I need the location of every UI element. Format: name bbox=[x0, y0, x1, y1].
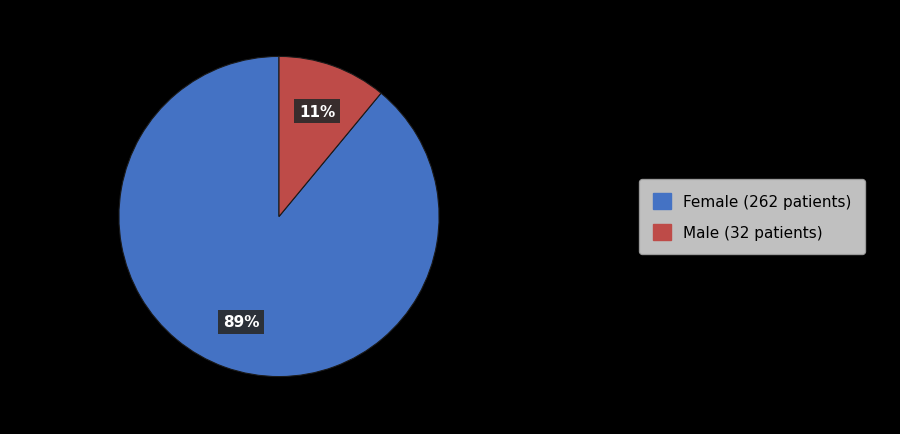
Wedge shape bbox=[279, 57, 381, 217]
Text: 11%: 11% bbox=[299, 104, 335, 119]
Wedge shape bbox=[119, 57, 439, 377]
Text: 89%: 89% bbox=[223, 315, 259, 330]
Legend: Female (262 patients), Male (32 patients): Female (262 patients), Male (32 patients… bbox=[639, 180, 866, 254]
